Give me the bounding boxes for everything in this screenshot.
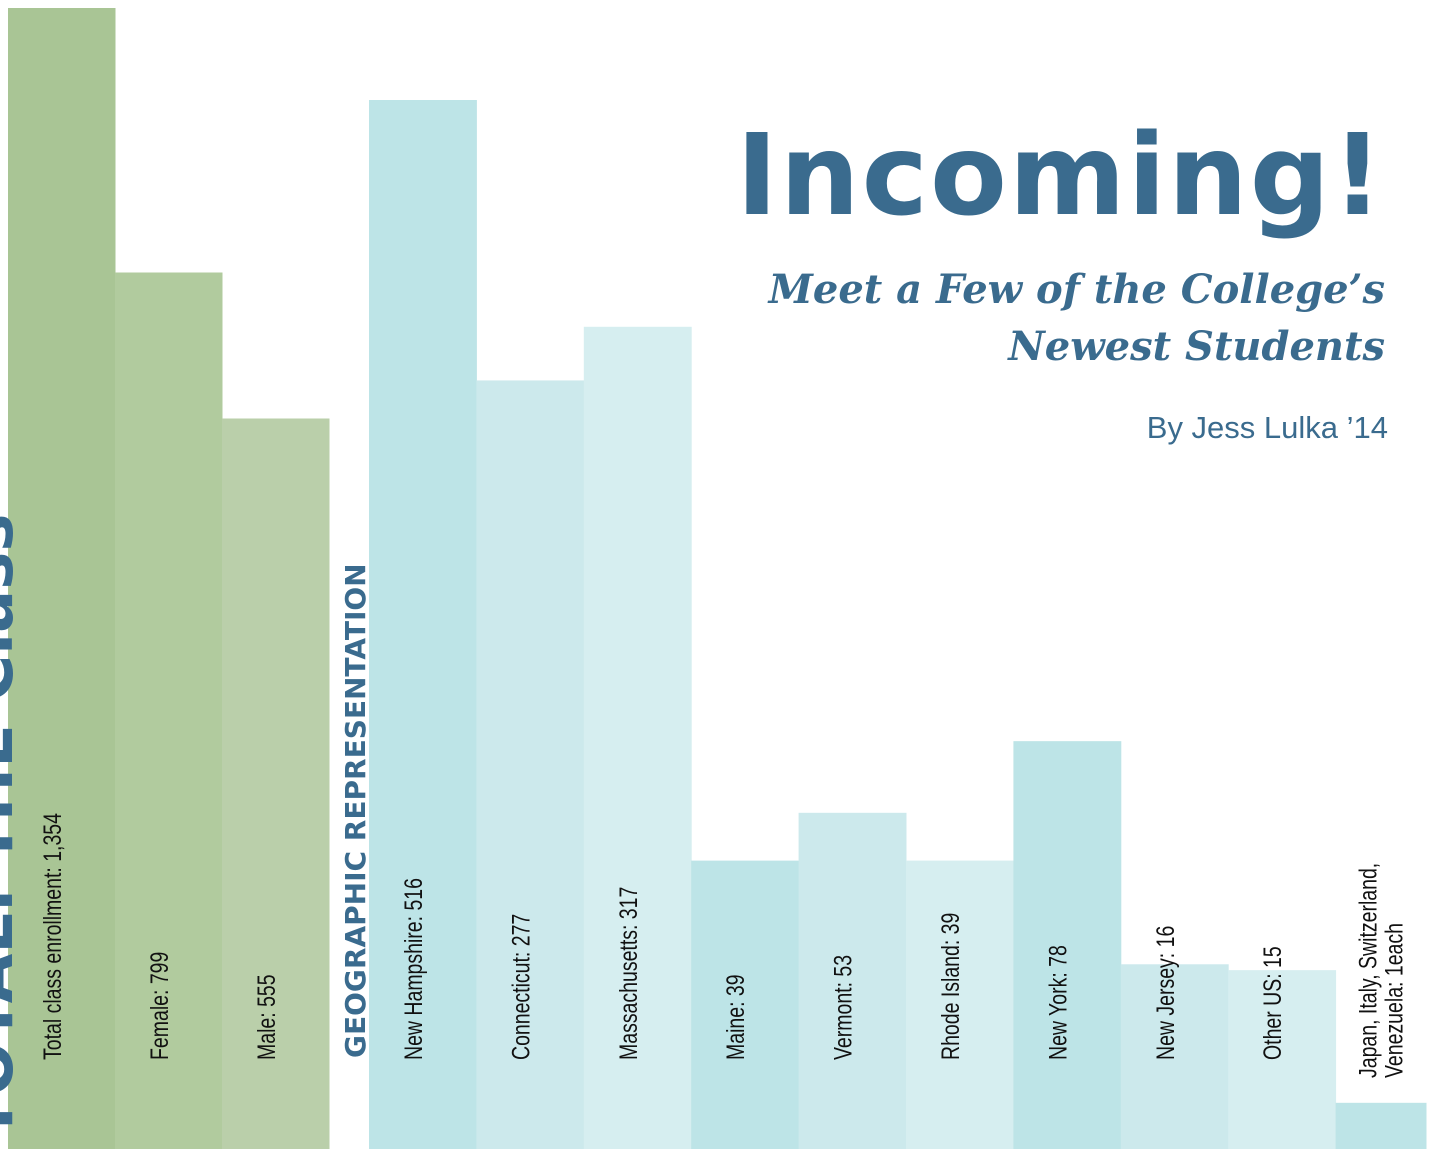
bar-label: Female: 799 [146,952,174,1060]
bar-label: New Hampshire: 516 [400,878,428,1060]
bar-label: New York: 78 [1044,945,1072,1060]
bar-label: New Jersey: 16 [1151,926,1179,1060]
label-line: Venezuela: 1each [1380,923,1408,1078]
bar-label: Total class enrollment: 1,354 [39,813,67,1060]
bar-label: Other US: 15 [1259,946,1287,1060]
bar-label: Massachusetts: 317 [614,887,642,1060]
subtitle: Newest Students [1006,323,1385,370]
bar-label: Japan, Italy, Switzerland,Venezuela: 1ea… [1354,863,1408,1078]
bar-label: Connecticut: 277 [507,914,535,1060]
bar-label: Male: 555 [253,974,281,1060]
bar-label: Maine: 39 [722,974,750,1060]
byline: By Jess Lulka ’14 [1147,410,1388,445]
chart-title: TOTAL: THE Class [0,514,28,1140]
title: Incoming! [736,111,1385,241]
bar [1336,1103,1427,1149]
infographic: Incoming! Meet a Few of the College’s Ne… [0,0,1432,1149]
subtitle: Meet a Few of the College’s [767,266,1385,313]
bar-label: Rhode Island: 39 [937,913,965,1060]
chart-title: GEOGRAPHIC REPRESENTATION [339,563,372,1058]
label-line: Japan, Italy, Switzerland, [1354,863,1382,1078]
bar [1013,741,1121,1149]
bar-label: Vermont: 53 [829,955,857,1060]
